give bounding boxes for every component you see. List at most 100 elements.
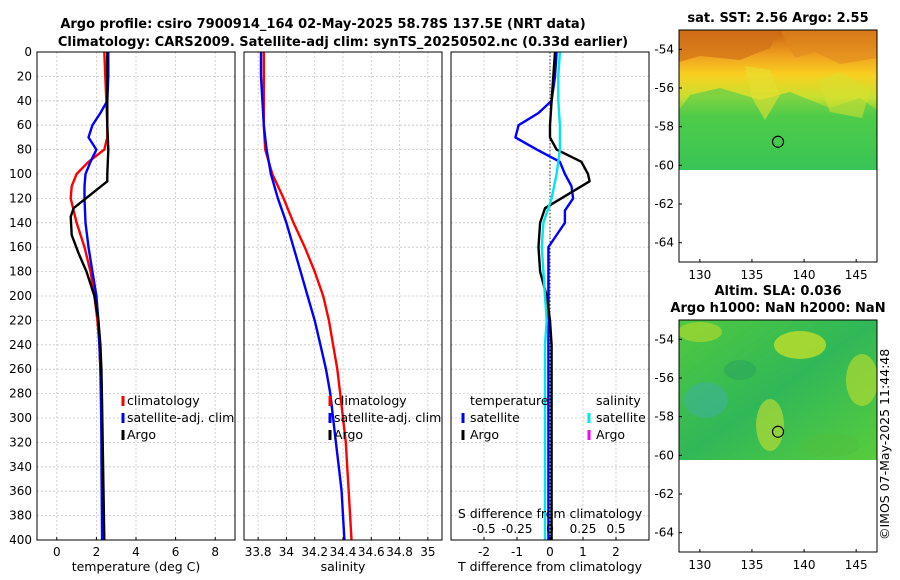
series-temperature-argo: [537, 51, 591, 540]
legend-label: satellite-adj. clim: [334, 410, 441, 425]
series-argo: [69, 52, 110, 541]
title-line-2: Climatology: CARS2009. Satellite-adj cli…: [58, 35, 628, 50]
y-tick-label: 0: [24, 45, 32, 59]
map-y-tick-label: -62: [654, 197, 674, 211]
x-tick-label: 34.2: [301, 545, 328, 559]
y-tick-label: 60: [17, 118, 32, 132]
map-y-tick-label: -64: [654, 526, 674, 540]
x-tick-label: 33.8: [245, 545, 272, 559]
map-y-tick-label: -58: [654, 120, 674, 134]
y-tick-label: 100: [9, 167, 32, 181]
x-tick-label: 2: [612, 545, 620, 559]
map-x-tick-label: 130: [688, 558, 711, 572]
top-axis-label: S difference from climatology: [458, 506, 643, 521]
map-y-tick-label: -54: [654, 332, 674, 346]
top-tick-label: 0.5: [606, 522, 625, 536]
x-tick-label: 8: [211, 545, 219, 559]
map-y-tick-label: -62: [654, 487, 674, 501]
x-tick-label: 0: [546, 545, 554, 559]
y-tick-label: 140: [9, 216, 32, 230]
map-x-tick-label: 145: [845, 558, 868, 572]
x-tick-label: 6: [172, 545, 180, 559]
series-satellite-adj-clim: [259, 52, 346, 541]
map-y-tick-label: -58: [654, 410, 674, 424]
y-tick-label: 240: [9, 338, 32, 352]
copyright-stamp: ©IMOS 07-May-2025 11:44:48: [877, 349, 892, 540]
x-axis-label: salinity: [321, 559, 366, 574]
top-tick-label: 0: [546, 522, 554, 536]
series-temperature-satellite: [514, 51, 575, 540]
top-tick-label: -0.5: [472, 522, 495, 536]
legend-label: Argo: [127, 427, 156, 442]
legend-label: climatology: [334, 393, 407, 408]
map-y-tick-label: -60: [654, 448, 674, 462]
legend-label: Argo: [470, 427, 499, 442]
y-tick-label: 20: [17, 69, 32, 83]
legend-label: Argo: [596, 427, 625, 442]
y-tick-label: 260: [9, 362, 32, 376]
sla-map-panel: -54 -56 -58 -60 -62 -64 130 135 140 145: [654, 319, 878, 572]
map-y-tick-label: -60: [654, 158, 674, 172]
x-tick-label: 34.8: [386, 545, 413, 559]
y-tick-label: 160: [9, 240, 32, 254]
sst-missing: [679, 170, 877, 262]
x-tick-label: -2: [478, 545, 490, 559]
sst-map-panel: -54 -56 -58 -60 -62 -64 130 135 140 145: [654, 29, 878, 282]
x-tick-label: 34.4: [330, 545, 357, 559]
y-tick-label: 220: [9, 313, 32, 327]
sla-patches: [679, 322, 877, 457]
x-tick-label: 34: [279, 545, 294, 559]
y-tick-label: 380: [9, 509, 32, 523]
x-axis-label: T difference from climatology: [457, 559, 643, 574]
series-satellite-adj-clim: [83, 52, 110, 541]
float-position-marker: [771, 425, 785, 438]
sst-map-title: sat. SST: 2.56 Argo: 2.55: [687, 11, 868, 26]
x-tick-label: 2: [93, 545, 101, 559]
y-tick-label: 400: [9, 533, 32, 547]
map-y-tick-label: -56: [654, 81, 674, 95]
map-x-tick-label: 145: [845, 268, 868, 282]
y-tick-label: 280: [9, 387, 32, 401]
map-y-tick-label: -64: [654, 236, 674, 250]
y-tick-label: 340: [9, 460, 32, 474]
float-position-marker: [771, 135, 785, 148]
map-x-tick-label: 135: [740, 558, 763, 572]
y-tick-label: 80: [17, 143, 32, 157]
y-tick-label: 120: [9, 191, 32, 205]
legend-label: satellite: [596, 410, 646, 425]
map-y-tick-label: -56: [654, 371, 674, 385]
y-tick-label: 360: [9, 484, 32, 498]
map-x-tick-label: 135: [740, 268, 763, 282]
legend-label: satellite-adj. clim: [127, 410, 234, 425]
map-x-tick-label: 140: [793, 268, 816, 282]
sla-map-title-2: Argo h1000: NaN h2000: NaN: [670, 301, 885, 316]
title-line-1: Argo profile: csiro 7900914_164 02-May-2…: [60, 17, 585, 32]
x-axis-label: temperature (deg C): [72, 559, 201, 574]
series-salinity-satellite: [540, 51, 562, 540]
difference-panel: -2 -1 0 1 2T difference from climatology temp…: [450, 51, 650, 574]
map-axes-box: [678, 319, 878, 553]
x-tick-label: 34.6: [358, 545, 385, 559]
y-tick-label: 320: [9, 435, 32, 449]
temperature-panel: 0 20 40 60 80 100 120 140 160 180 200 220 240 260 280 3…: [9, 45, 236, 574]
legend-title-temperature: temperature: [470, 393, 549, 408]
map-x-tick-label: 140: [793, 558, 816, 572]
x-tick-label: 4: [132, 545, 140, 559]
top-tick-label: -0.25: [501, 522, 532, 536]
x-tick-label: 35: [420, 545, 435, 559]
legend-label: climatology: [127, 393, 200, 408]
y-tick-label: 300: [9, 411, 32, 425]
map-axes-box: [678, 29, 878, 263]
top-tick-label: 0.25: [570, 522, 597, 536]
map-y-tick-label: -54: [654, 42, 674, 56]
y-tick-label: 200: [9, 289, 32, 303]
sst-patches: [679, 30, 877, 170]
sla-missing: [679, 460, 877, 552]
salinity-panel: 33.8 34 34.2 34.4 34.6 34.8 35 salinity climatol…: [243, 51, 443, 574]
sla-map-title-1: Altim. SLA: 0.036: [715, 284, 842, 299]
y-tick-label: 40: [17, 94, 32, 108]
legend-label: Argo: [334, 427, 363, 442]
legend-label: satellite: [470, 410, 520, 425]
y-tick-label: 180: [9, 265, 32, 279]
